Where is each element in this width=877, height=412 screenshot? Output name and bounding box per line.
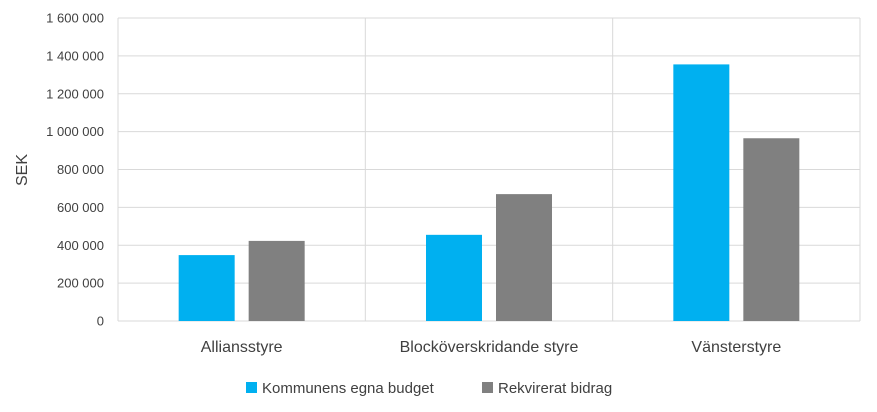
x-category-label: Alliansstyre	[201, 339, 283, 356]
legend-label: Kommunens egna budget	[262, 380, 435, 397]
legend-swatch	[246, 382, 257, 393]
y-axis-ticks: 0 200 000 400 000 600 000 800 000 1 000 000 1 …	[46, 11, 104, 329]
bar-rekvirerat-bidrag	[248, 240, 305, 321]
legend-label: Rekvirerat bidrag	[498, 380, 612, 397]
y-axis-title: SEK	[14, 154, 31, 186]
y-tick-label: 800 000	[57, 162, 104, 177]
y-tick-label: 1 200 000	[46, 86, 104, 101]
x-category-label: Vänsterstyre	[691, 339, 781, 356]
bar-kommunens-egna-budget	[426, 234, 482, 321]
bar-kommunens-egna-budget	[178, 255, 235, 321]
y-tick-label: 1 000 000	[46, 124, 104, 139]
y-tick-label: 1 400 000	[46, 48, 104, 63]
x-axis-categories: Alliansstyre Blocköverskridande styre Väns…	[201, 339, 782, 356]
bar-kommunens-egna-budget	[673, 64, 730, 321]
gridlines	[117, 17, 861, 322]
bar-rekvirerat-bidrag	[496, 194, 552, 321]
bars	[178, 64, 800, 321]
legend-swatch	[482, 382, 493, 393]
x-category-label: Blocköverskridande styre	[400, 339, 579, 356]
bar-rekvirerat-bidrag	[743, 138, 800, 321]
y-tick-label: 0	[97, 314, 104, 329]
legend: Kommunens egna budget Rekvirerat bidrag	[246, 380, 612, 397]
y-tick-label: 600 000	[57, 200, 104, 215]
y-tick-label: 200 000	[57, 276, 104, 291]
y-tick-label: 1 600 000	[46, 11, 104, 26]
y-tick-label: 400 000	[57, 238, 104, 253]
